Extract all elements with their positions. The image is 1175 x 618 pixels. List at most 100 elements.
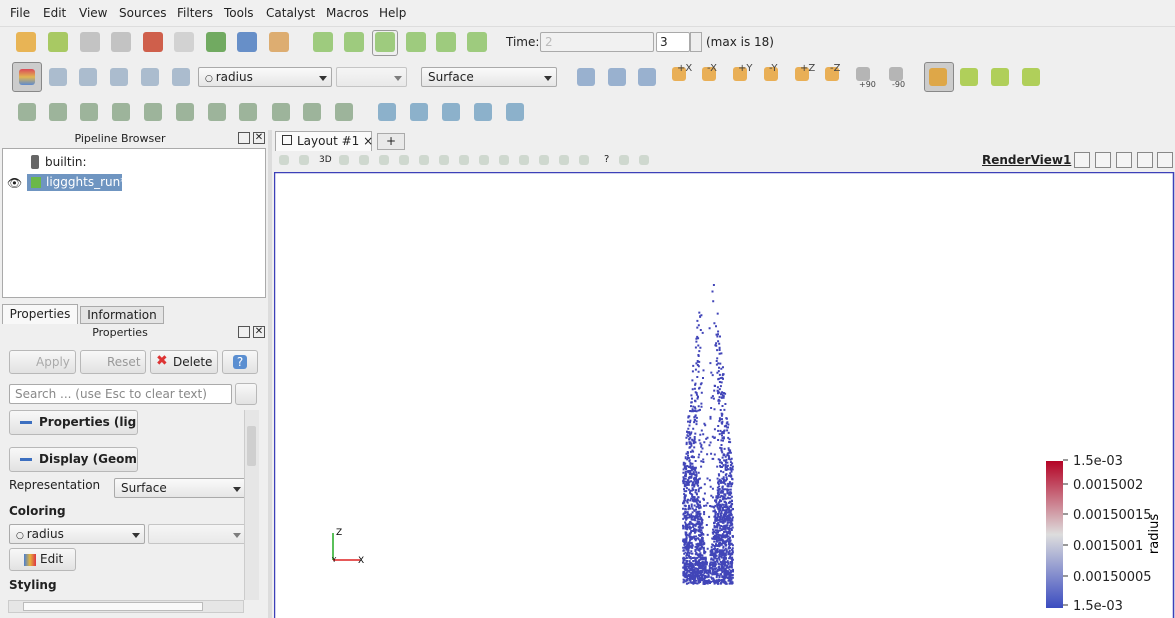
tool-button[interactable] (410, 103, 428, 121)
color-array-combo[interactable]: ○ radius (198, 67, 332, 87)
add-tab[interactable]: + (377, 133, 405, 150)
menu-item[interactable]: File (10, 6, 31, 20)
tool-button[interactable] (375, 32, 395, 52)
tool-button[interactable] (112, 103, 130, 121)
float-button[interactable] (238, 132, 250, 144)
tool-button[interactable] (141, 68, 159, 86)
h-scrollbar[interactable] (8, 600, 244, 613)
view-button[interactable]: ? (604, 154, 610, 165)
tool-button[interactable] (313, 32, 333, 52)
tool-button[interactable] (436, 32, 456, 52)
menu-item[interactable]: Filters (177, 6, 213, 20)
edit-button[interactable]: Edit (9, 548, 76, 571)
close-button[interactable]: ✕ (253, 326, 265, 338)
tool-button[interactable] (18, 103, 36, 121)
tool-button[interactable] (929, 68, 947, 86)
tab-close[interactable]: × (363, 134, 374, 148)
tool-button[interactable] (174, 32, 194, 52)
tab[interactable]: Properties (2, 304, 78, 324)
tool-button[interactable] (406, 32, 426, 52)
tool-button[interactable] (344, 32, 364, 52)
float-button[interactable] (238, 326, 250, 338)
settings-button[interactable] (235, 383, 257, 405)
tool-button[interactable] (237, 32, 257, 52)
tool-button[interactable] (579, 155, 589, 165)
tool-button[interactable] (110, 68, 128, 86)
coloring-combo[interactable]: ○ radius (9, 524, 145, 544)
menu-item[interactable]: Macros (326, 6, 369, 20)
tool-button[interactable] (111, 32, 131, 52)
search-box[interactable]: Search ... (use Esc to clear text) (9, 384, 232, 404)
tool-button[interactable] (172, 68, 190, 86)
tool-button[interactable] (335, 103, 353, 121)
close-button[interactable]: ✕ (253, 132, 265, 144)
tool-button[interactable] (80, 32, 100, 52)
tool-button[interactable] (144, 103, 162, 121)
tool-button[interactable] (339, 155, 349, 165)
tool-button[interactable] (269, 32, 289, 52)
tool-button[interactable] (991, 68, 1009, 86)
tool-button[interactable] (279, 155, 289, 165)
layout-tab[interactable]: Layout #1 × (275, 131, 374, 151)
tool-button[interactable] (303, 103, 321, 121)
view-split-button[interactable] (1137, 152, 1153, 168)
representation-combo[interactable]: Surface (114, 478, 246, 498)
eye-icon[interactable]: 👁 (7, 176, 23, 190)
section-button[interactable]: Display (Geom (9, 447, 138, 472)
tool-button[interactable] (499, 155, 509, 165)
tool-button[interactable] (519, 155, 529, 165)
tool-button[interactable] (619, 155, 629, 165)
menu-item[interactable]: Catalyst (266, 6, 316, 20)
tool-button[interactable] (359, 155, 369, 165)
menu-item[interactable]: Sources (119, 6, 167, 20)
tool-button[interactable] (638, 68, 656, 86)
selected-item[interactable]: liggghts_run* (27, 174, 126, 191)
tool-button[interactable] (639, 155, 649, 165)
tool-button[interactable] (539, 155, 549, 165)
section-button[interactable]: Properties (lig (9, 410, 138, 435)
tool-button[interactable] (1022, 68, 1040, 86)
tool-button[interactable] (143, 32, 163, 52)
view-split-button[interactable] (1074, 152, 1090, 168)
tool-button[interactable] (577, 68, 595, 86)
component-combo[interactable] (336, 67, 407, 87)
tool-button[interactable] (239, 103, 257, 121)
tool-button[interactable] (176, 103, 194, 121)
pipeline-item[interactable]: liggghts_run* (46, 175, 127, 189)
tool-button[interactable] (467, 32, 487, 52)
tool-button[interactable] (419, 155, 429, 165)
pipeline-item[interactable]: builtin: (45, 155, 87, 169)
tool-button[interactable] (856, 67, 870, 81)
tool-button[interactable] (79, 68, 97, 86)
representation-combo[interactable]: Surface (421, 67, 557, 87)
tool-button[interactable] (960, 68, 978, 86)
tool-button[interactable] (48, 32, 68, 52)
tool-button[interactable] (399, 155, 409, 165)
render-view[interactable]: Z Y X radius 1.5e-03 0.0015002 0.00150015 0… (274, 172, 1175, 618)
reset-button[interactable]: Reset (80, 350, 146, 374)
scrollbar[interactable] (244, 410, 259, 600)
tool-button[interactable] (764, 67, 778, 81)
tool-button[interactable] (80, 103, 98, 121)
apply-button[interactable]: Apply (9, 350, 76, 374)
tool-button[interactable] (825, 67, 839, 81)
component-combo[interactable] (148, 524, 246, 544)
tool-button[interactable] (608, 68, 626, 86)
tool-button[interactable] (379, 155, 389, 165)
tool-button[interactable] (459, 155, 469, 165)
view-split-button[interactable] (1116, 152, 1132, 168)
timestep-field[interactable]: 3 (656, 32, 690, 52)
help-button[interactable]: ? (222, 350, 258, 374)
tool-button[interactable] (16, 32, 36, 52)
tool-button[interactable] (49, 68, 67, 86)
tool-button[interactable] (924, 62, 954, 92)
tool-button[interactable] (378, 103, 396, 121)
scroll-handle[interactable] (23, 602, 203, 611)
tool-button[interactable] (479, 155, 489, 165)
tab[interactable]: Information (80, 306, 164, 324)
menu-item[interactable]: Edit (43, 6, 67, 20)
delete-button[interactable]: ✖ Delete (150, 350, 218, 374)
menu-item[interactable]: Help (379, 6, 407, 20)
tool-button[interactable] (49, 103, 67, 121)
view-split-button[interactable] (1095, 152, 1111, 168)
